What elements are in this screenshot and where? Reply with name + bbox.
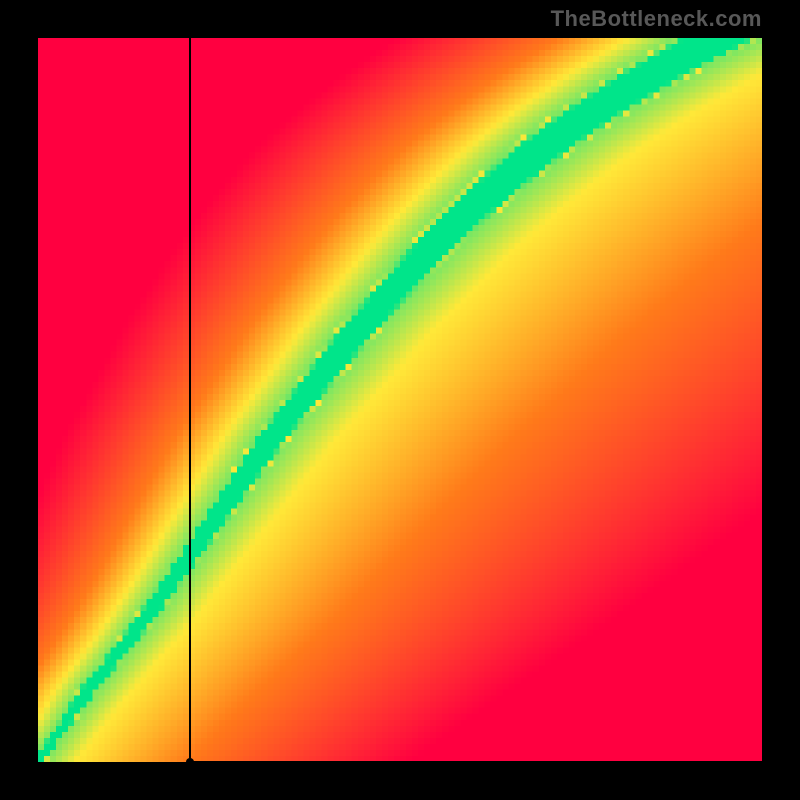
marker-horizontal-line (190, 761, 762, 763)
heatmap-plot (38, 38, 762, 762)
marker-vertical-line (189, 38, 191, 762)
root: TheBottleneck.com (0, 0, 800, 800)
marker-dot (186, 758, 194, 766)
heatmap-canvas (38, 38, 762, 762)
watermark-text: TheBottleneck.com (551, 6, 762, 32)
